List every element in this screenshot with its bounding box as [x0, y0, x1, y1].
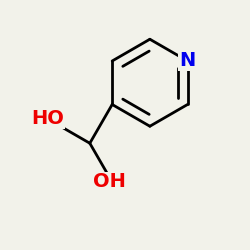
Text: N: N — [180, 52, 196, 70]
Text: OH: OH — [93, 172, 126, 192]
Text: HO: HO — [31, 109, 64, 128]
